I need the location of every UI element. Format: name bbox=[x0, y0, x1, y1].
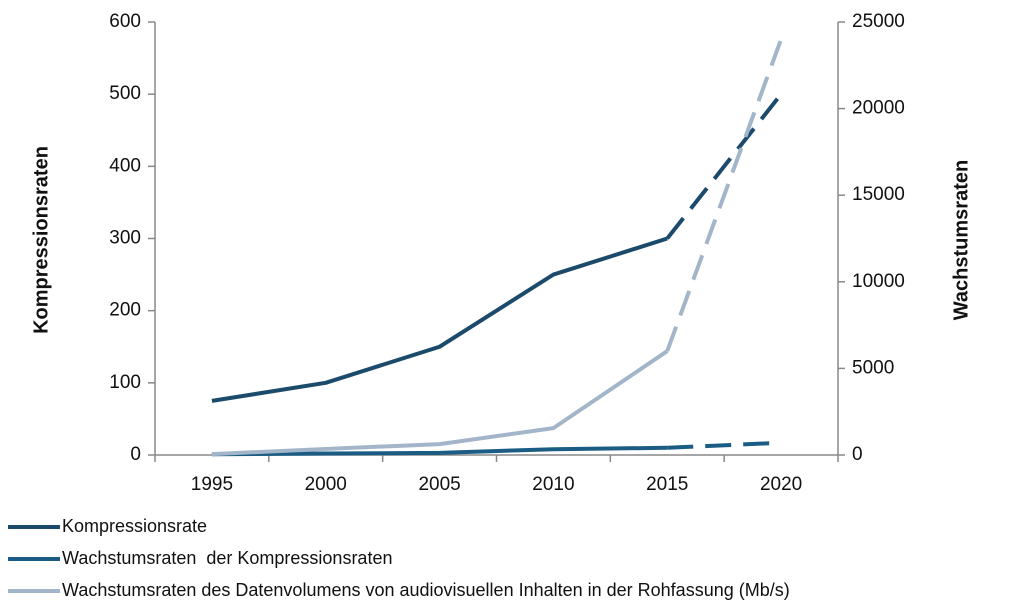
y2-tick-label: 5000 bbox=[852, 357, 894, 378]
legend-label: Wachstumsraten des Datenvolumens von aud… bbox=[62, 580, 790, 600]
x-tick-label: 2020 bbox=[760, 474, 802, 495]
x-tick-label: 2005 bbox=[418, 474, 460, 495]
y2-tick-label: 25000 bbox=[852, 11, 905, 32]
y-tick-label: 100 bbox=[109, 372, 141, 393]
x-tick-label: 1995 bbox=[191, 474, 233, 495]
y2-tick-label: 10000 bbox=[852, 271, 905, 292]
y-tick-label: 600 bbox=[109, 11, 141, 32]
x-tick-label: 2010 bbox=[532, 474, 574, 495]
y2-tick-label: 0 bbox=[852, 444, 863, 465]
y2-axis-title: Wachstumsraten bbox=[950, 160, 972, 320]
series-line-dashed bbox=[667, 440, 782, 450]
x-tick-label: 2000 bbox=[305, 474, 347, 495]
y2-tick-label: 20000 bbox=[852, 98, 905, 119]
x-tick-label: 2015 bbox=[646, 474, 688, 495]
series-line bbox=[211, 349, 669, 457]
series-line-dashed bbox=[665, 38, 783, 352]
legend-label: Kompressionsrate bbox=[62, 516, 207, 536]
y-tick-label: 0 bbox=[130, 444, 141, 465]
y-tick-label: 200 bbox=[109, 300, 141, 321]
series-line bbox=[211, 236, 668, 403]
series-line bbox=[211, 445, 668, 457]
legend: Kompressionsrate Wachstumsraten der Kompr… bbox=[8, 516, 790, 600]
y-tick-label: 500 bbox=[109, 83, 141, 104]
y2-tick-label: 15000 bbox=[852, 184, 905, 205]
y-axis-title: Kompressionsraten bbox=[30, 146, 52, 334]
series-line-dashed bbox=[665, 92, 783, 240]
y-tick-label: 400 bbox=[109, 155, 141, 176]
legend-label: Wachstumsraten der Kompressionsraten bbox=[62, 548, 392, 568]
y-tick-label: 300 bbox=[109, 228, 141, 249]
